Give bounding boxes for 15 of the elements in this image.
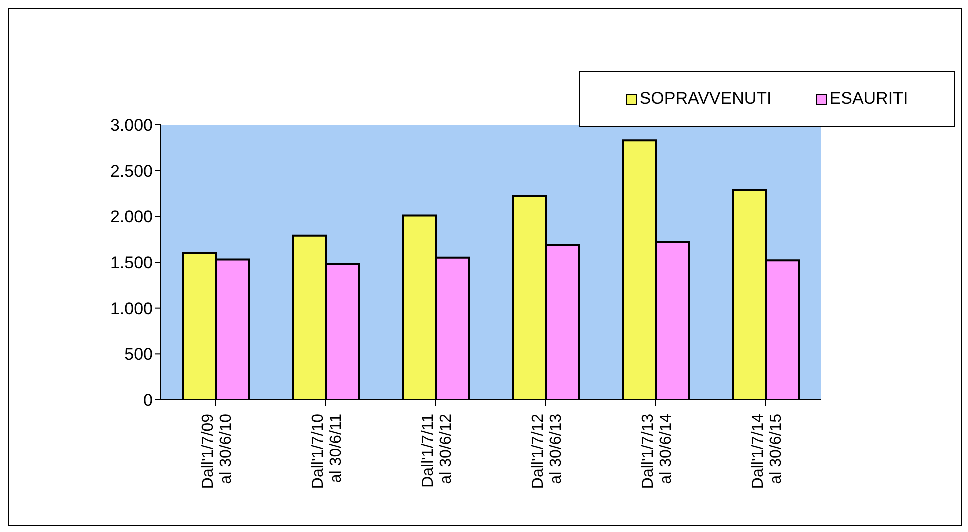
y-tick-label: 1.500 — [110, 254, 153, 273]
y-tick-label: 1.000 — [110, 299, 153, 318]
y-tick-label: 2.000 — [110, 208, 153, 227]
x-tick-label: Dall'1/7/13 al 30/6/14 — [640, 414, 675, 490]
x-tick-label: Dall'1/7/12 al 30/6/13 — [530, 414, 565, 490]
x-tick-label: Dall'1/7/09 al 30/6/10 — [200, 414, 235, 490]
y-tick-label: 3.000 — [110, 116, 153, 136]
x-tick-label: Dall'1/7/10 al 30/6/11 — [310, 414, 345, 490]
x-tick-label: Dall'1/7/11 al 30/6/12 — [420, 414, 455, 488]
y-tick-label: 0 — [144, 391, 153, 410]
legend-label: ESAURITI — [828, 89, 908, 109]
y-tick-label: 2.500 — [110, 162, 153, 181]
legend-label: SOPRAVVENUTI — [638, 89, 772, 109]
y-tick-label: 500 — [124, 345, 153, 364]
x-tick-label: Dall'1/7/14 al 30/6/15 — [750, 414, 785, 490]
